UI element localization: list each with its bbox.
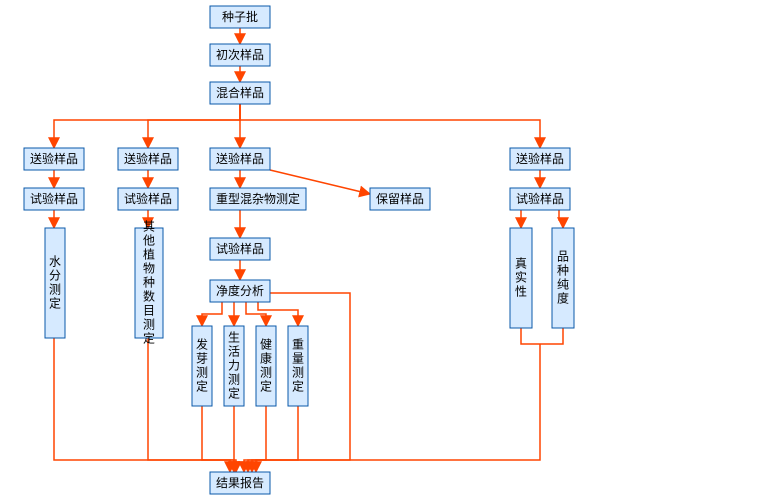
edge-purity_an-health (246, 302, 266, 326)
node-composite: 混合样品 (210, 82, 270, 104)
flowchart-canvas: 种子批初次样品混合样品送验样品送验样品送验样品送验样品试验样品试验样品重型混杂物… (0, 0, 768, 504)
node-authentic: 真实性 (510, 228, 532, 328)
node-send4-label: 送验样品 (516, 151, 564, 166)
node-send2-label: 送验样品 (124, 151, 172, 166)
edge-variety-_j (540, 328, 563, 344)
node-test4: 试验样品 (510, 188, 570, 210)
node-test2-label: 试验样品 (124, 191, 172, 206)
node-test3-label: 试验样品 (216, 241, 264, 256)
node-send1: 送验样品 (24, 148, 84, 170)
node-purity_an-label: 净度分析 (216, 283, 264, 298)
node-variety: 品种纯度 (552, 228, 574, 328)
node-send3-label: 送验样品 (216, 151, 264, 166)
edge-composite-send4 (240, 104, 540, 148)
node-germination: 发芽测定 (192, 326, 212, 406)
node-seed_lot: 种子批 (210, 6, 270, 28)
node-purity_an: 净度分析 (210, 280, 270, 302)
node-reserve-label: 保留样品 (376, 191, 424, 206)
edge-test4-variety (559, 210, 563, 228)
node-test4-label: 试验样品 (516, 191, 564, 206)
node-send3: 送验样品 (210, 148, 270, 170)
node-moisture-label: 水分测定 (49, 255, 61, 311)
node-report-label: 结果报告 (216, 475, 264, 490)
edge-germination-report (202, 406, 236, 472)
edge-other_seed-report (148, 338, 234, 472)
node-reserve: 保留样品 (370, 188, 430, 210)
edge-composite-send2 (148, 104, 240, 148)
node-germination-label: 发芽测定 (196, 337, 208, 394)
node-variety-label: 品种纯度 (557, 250, 569, 306)
node-report: 结果报告 (210, 472, 270, 494)
node-weight-label: 重量测定 (292, 338, 304, 394)
node-viability-label: 生活力测定 (228, 331, 240, 401)
node-heavy_imp: 重型混杂物测定 (210, 188, 306, 210)
node-test2: 试验样品 (118, 188, 178, 210)
edge-authentic-_j (521, 328, 540, 344)
node-heavy_imp-label: 重型混杂物测定 (216, 191, 300, 206)
node-weight: 重量测定 (288, 326, 308, 406)
node-authentic-label: 真实性 (515, 257, 527, 299)
node-other_seed-label: 其他植物种数目测定 (143, 220, 155, 346)
edge-composite-send1 (54, 104, 240, 148)
node-viability: 生活力测定 (224, 326, 244, 406)
node-moisture: 水分测定 (45, 228, 65, 338)
nodes-layer: 种子批初次样品混合样品送验样品送验样品送验样品送验样品试验样品试验样品重型混杂物… (24, 6, 574, 494)
edge-purity_an-germination (202, 302, 222, 326)
node-test1-label: 试验样品 (30, 191, 78, 206)
node-health: 健康测定 (256, 326, 276, 406)
node-seed_lot-label: 种子批 (222, 9, 258, 24)
node-primary: 初次样品 (210, 44, 270, 66)
node-send4: 送验样品 (510, 148, 570, 170)
node-send2: 送验样品 (118, 148, 178, 170)
node-test1: 试验样品 (24, 188, 84, 210)
node-health-label: 健康测定 (260, 338, 272, 394)
node-send1-label: 送验样品 (30, 151, 78, 166)
node-primary-label: 初次样品 (216, 47, 264, 62)
node-other_seed: 其他植物种数目测定 (135, 220, 163, 346)
node-composite-label: 混合样品 (216, 85, 264, 100)
node-test3: 试验样品 (210, 238, 270, 260)
